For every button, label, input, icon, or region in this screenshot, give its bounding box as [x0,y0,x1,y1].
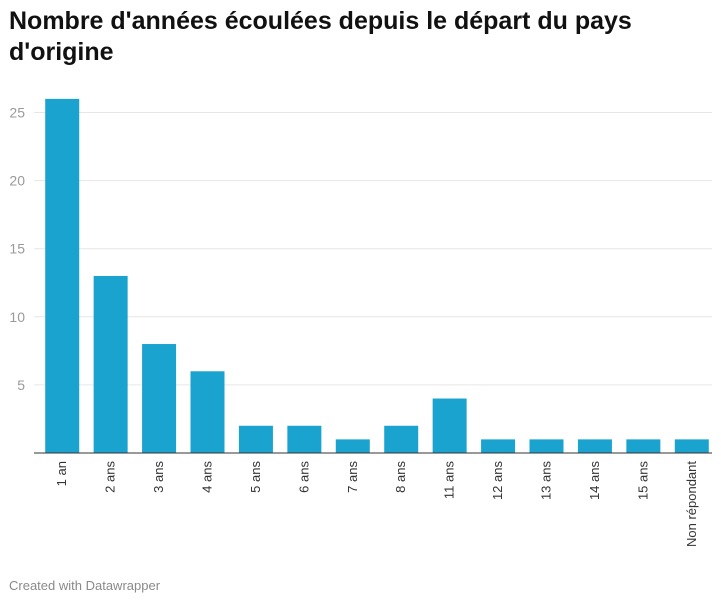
bar [190,371,225,453]
chart-title: Nombre d'années écoulées depuis le dépar… [9,7,632,66]
x-tick-label: 14 ans [587,461,602,501]
x-tick-label: 2 ans [103,461,118,493]
bar [238,425,273,453]
y-tick-label: 5 [17,377,25,393]
x-tick-label: 6 ans [296,461,311,493]
x-axis-ticks: 1 an 2 ans 3 ans 4 ans 5 ans 6 ans 7 ans 8 ans 1… [54,461,699,548]
bar [481,439,516,453]
x-tick-label: 1 an [54,461,69,486]
bar [335,439,370,453]
y-axis-ticks: 5 10 15 20 25 [9,105,25,393]
bars [45,98,709,453]
x-tick-label: 12 ans [490,461,505,501]
bar [45,98,80,453]
bar [674,439,709,453]
bar [93,275,128,453]
x-tick-label: 8 ans [393,461,408,493]
bar [577,439,612,453]
y-tick-label: 15 [9,241,25,257]
bar [626,439,661,453]
y-tick-label: 10 [9,309,25,325]
x-tick-label: Non répondant [684,461,699,547]
x-tick-label: 13 ans [539,461,554,501]
x-tick-label: 5 ans [248,461,263,493]
bar [529,439,564,453]
gridlines [34,112,712,386]
bar [384,425,419,453]
bar [142,344,177,453]
y-tick-label: 20 [9,173,25,189]
x-tick-label: 4 ans [200,461,215,493]
y-tick-label: 25 [9,105,25,121]
x-tick-label: 3 ans [151,461,166,493]
x-tick-label: 11 ans [442,461,457,500]
x-tick-label: 7 ans [345,461,360,493]
x-tick-label: 15 ans [635,461,650,501]
credit-footer: Created with Datawrapper [9,578,161,593]
bar [432,398,467,453]
bar [287,425,322,453]
